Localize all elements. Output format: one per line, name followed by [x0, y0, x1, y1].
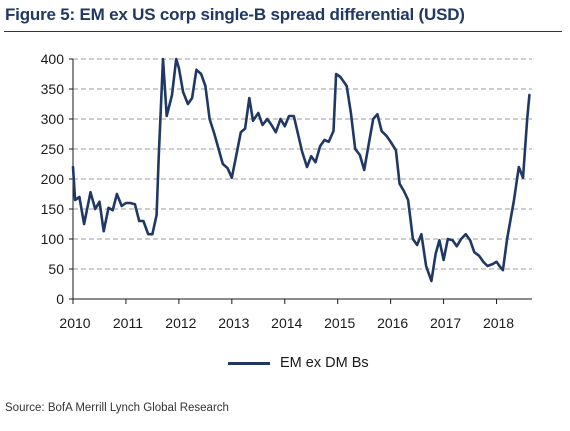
series-lines	[71, 57, 531, 283]
y-tick-label-400: 400	[41, 51, 65, 67]
y-tick-label-350: 350	[41, 81, 65, 97]
source-note: Source: BofA Merrill Lynch Global Resear…	[5, 402, 229, 414]
y-tick-label-50: 50	[48, 261, 64, 277]
legend-swatch	[228, 361, 270, 365]
x-tick-label-2017: 2017	[430, 315, 461, 331]
x-tick-label-2011: 2011	[113, 315, 143, 331]
y-tick-label-250: 250	[41, 141, 65, 157]
y-tick-label-150: 150	[41, 201, 65, 217]
x-tick-label-2015: 2015	[324, 315, 355, 331]
gridlines	[73, 58, 532, 270]
y-tick-label-100: 100	[41, 231, 65, 247]
figure-title: Figure 5: EM ex US corp single-B spread …	[5, 5, 465, 24]
x-tick-labels: 2010 2011 2012 2013 2014 2015 2016 2017 2018	[59, 315, 514, 331]
x-tick-label-2013: 2013	[218, 315, 249, 331]
y-tick-labels: 0 50 100 150 200 250 300 350 400	[41, 51, 65, 307]
x-tick-label-2018: 2018	[483, 315, 514, 331]
x-tick-label-2016: 2016	[377, 315, 408, 331]
legend-label: EM ex DM Bs	[280, 355, 369, 371]
y-tick-label-200: 200	[41, 171, 65, 187]
legend: EM ex DM Bs	[228, 355, 369, 371]
axes	[69, 58, 532, 304]
y-tick-label-0: 0	[56, 291, 64, 307]
y-tick-label-300: 300	[41, 111, 65, 127]
x-tick-label-2010: 2010	[59, 315, 90, 331]
x-tick-label-2012: 2012	[165, 315, 196, 331]
x-tick-label-2014: 2014	[271, 315, 302, 331]
series-line-0	[71, 57, 531, 283]
title-divider	[4, 31, 562, 32]
